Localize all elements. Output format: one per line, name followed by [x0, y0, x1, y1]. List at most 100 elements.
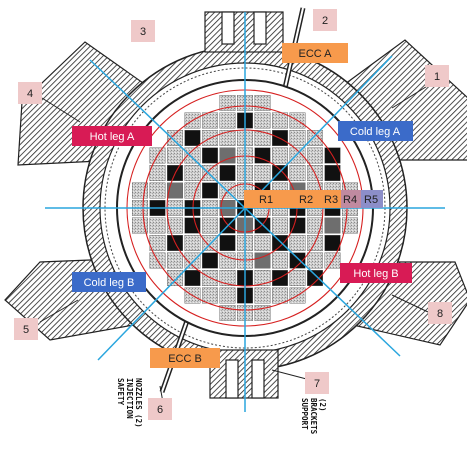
- fuel-assembly: [167, 182, 183, 199]
- svg-text:NOZZLES (2): NOZZLES (2): [134, 378, 143, 428]
- number-tags: 1 2 3 4 5 6 7 8: [14, 9, 452, 420]
- fuel-assembly: [184, 217, 201, 234]
- svg-text:SAFETY: SAFETY: [116, 378, 125, 406]
- fuel-assembly: [167, 217, 183, 234]
- fuel-assembly: [254, 147, 271, 164]
- fuel-assembly: [219, 235, 236, 251]
- fuel-assembly: [202, 252, 218, 269]
- fuel-assembly: [167, 130, 183, 146]
- number-tag-4: 4: [18, 82, 42, 104]
- fuel-assembly: [149, 235, 166, 251]
- fuel-assembly: [219, 112, 236, 129]
- fuel-assembly: [254, 287, 271, 304]
- svg-text:Cold leg B: Cold leg B: [84, 277, 135, 289]
- fuel-assembly: [289, 235, 306, 251]
- fuel-assembly: [272, 235, 288, 251]
- svg-text:5: 5: [23, 324, 29, 336]
- label-r3: R3: [324, 194, 338, 206]
- fuel-assembly: [289, 130, 306, 146]
- svg-text:1: 1: [434, 71, 440, 83]
- svg-text:ECC A: ECC A: [298, 48, 332, 60]
- fuel-assembly: [289, 217, 306, 234]
- fuel-assembly: [307, 147, 323, 164]
- fuel-assembly: [272, 147, 288, 164]
- fuel-assembly: [219, 165, 236, 181]
- svg-text:ECC B: ECC B: [168, 353, 202, 365]
- fuel-assembly: [307, 270, 323, 286]
- label-r1: R1: [259, 194, 273, 206]
- support-brackets-text: SUPPORT BRACKETS (2): [300, 398, 327, 435]
- support-brackets: [204, 11, 284, 399]
- fuel-assembly: [219, 252, 236, 269]
- svg-text:2: 2: [322, 15, 328, 27]
- fuel-assembly: [324, 165, 341, 181]
- fuel-assembly: [202, 182, 218, 199]
- number-tag-1: 1: [425, 65, 449, 87]
- fuel-assembly: [289, 147, 306, 164]
- fuel-assembly: [254, 235, 271, 251]
- svg-text:(2): (2): [318, 398, 327, 412]
- fuel-assembly: [184, 235, 201, 251]
- fuel-assembly: [219, 130, 236, 146]
- fuel-assembly: [184, 270, 201, 286]
- fuel-assembly: [254, 130, 271, 146]
- fuel-assembly: [184, 147, 201, 164]
- fuel-assembly: [289, 270, 306, 286]
- fuel-assembly: [254, 112, 271, 129]
- top-bracket: [204, 11, 284, 53]
- fuel-assembly: [202, 112, 218, 129]
- label-r2: R2: [299, 194, 313, 206]
- fuel-assembly: [202, 287, 218, 304]
- label-r4: R4: [343, 194, 357, 206]
- fuel-assembly: [219, 147, 236, 164]
- fuel-assembly: [149, 165, 166, 181]
- number-tag-7: 7: [305, 372, 329, 394]
- fuel-assembly: [272, 217, 288, 234]
- svg-text:Hot leg B: Hot leg B: [353, 268, 398, 280]
- ecc-a-tag: ECC A: [282, 43, 348, 63]
- fuel-assembly: [324, 217, 341, 234]
- fuel-assembly: [219, 287, 236, 304]
- svg-text:4: 4: [27, 88, 33, 100]
- bottom-bracket: [209, 349, 279, 399]
- fuel-assembly: [202, 147, 218, 164]
- fuel-assembly: [184, 130, 201, 146]
- fuel-assembly: [272, 287, 288, 304]
- fuel-assembly: [307, 217, 323, 234]
- svg-text:8: 8: [437, 308, 443, 320]
- svg-text:6: 6: [157, 404, 163, 416]
- fuel-assembly: [167, 270, 183, 286]
- label-r5: R5: [364, 194, 378, 206]
- fuel-assembly: [289, 252, 306, 269]
- fuel-assembly: [219, 270, 236, 286]
- svg-text:3: 3: [140, 26, 146, 38]
- fuel-assembly: [254, 252, 271, 269]
- svg-text:BRACKETS: BRACKETS: [309, 398, 318, 435]
- fuel-assembly: [167, 147, 183, 164]
- fuel-assembly: [149, 182, 166, 199]
- fuel-assembly: [272, 112, 288, 129]
- fuel-assembly: [167, 252, 183, 269]
- fuel-assembly: [254, 165, 271, 181]
- number-tag-5: 5: [14, 318, 38, 340]
- fuel-assembly: [307, 252, 323, 269]
- radial-label-bar: R1 R2 R3 R4 R5: [244, 190, 383, 208]
- cold-leg-b-tag: Cold leg B: [72, 272, 146, 292]
- fuel-assembly: [289, 165, 306, 181]
- fuel-assembly: [184, 182, 201, 199]
- fuel-assembly: [149, 217, 166, 234]
- number-tag-6: 6: [148, 398, 172, 420]
- number-tag-3: 3: [131, 20, 155, 42]
- svg-text:SUPPORT: SUPPORT: [300, 398, 309, 430]
- fuel-assembly: [272, 252, 288, 269]
- hot-leg-b-tag: Hot leg B: [340, 263, 412, 283]
- fuel-assembly: [307, 130, 323, 146]
- svg-text:INJECTION: INJECTION: [125, 378, 134, 419]
- fuel-assembly: [254, 270, 271, 286]
- fuel-assembly: [184, 165, 201, 181]
- svg-text:Cold leg A: Cold leg A: [350, 126, 401, 138]
- fuel-assembly: [184, 252, 201, 269]
- ecc-b-tag: ECC B: [150, 348, 220, 368]
